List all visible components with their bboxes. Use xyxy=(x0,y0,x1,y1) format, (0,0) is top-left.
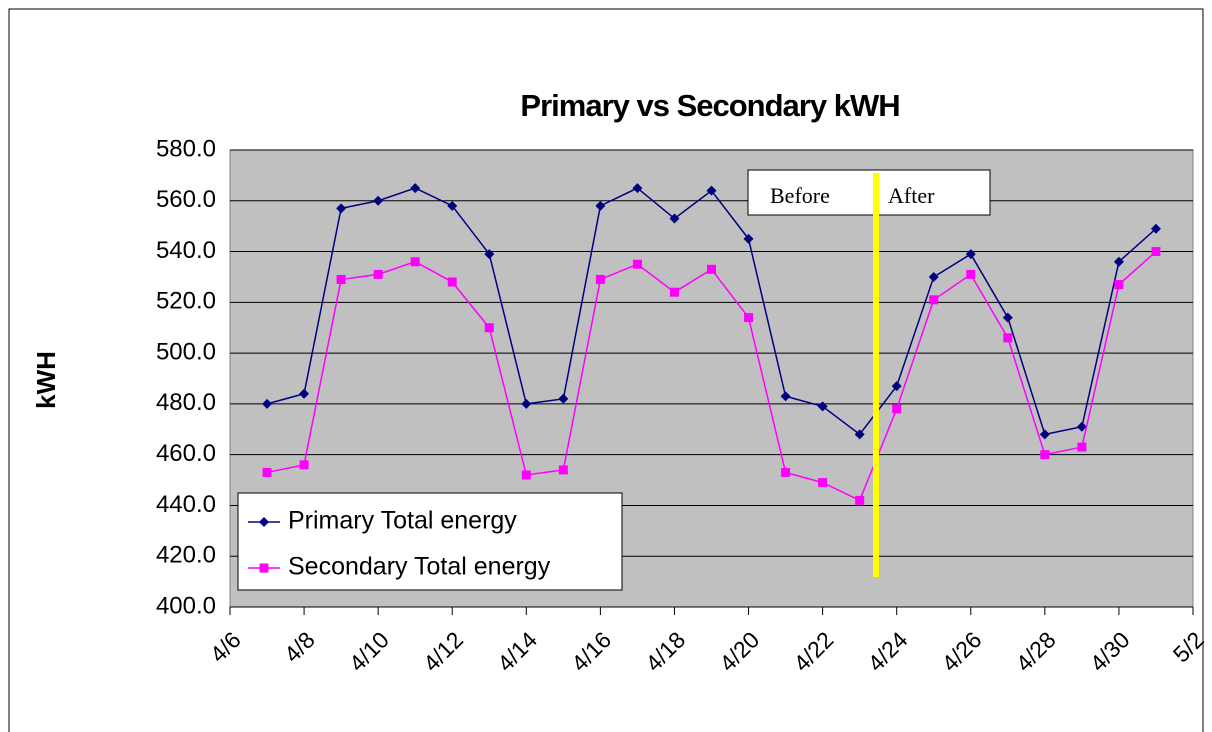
annotation: Before xyxy=(770,183,830,208)
y-tick-label: 400.0 xyxy=(156,592,216,619)
marker xyxy=(1003,333,1013,343)
y-tick-label: 520.0 xyxy=(156,288,216,315)
y-tick-label: 500.0 xyxy=(156,338,216,365)
marker xyxy=(373,269,383,279)
marker xyxy=(299,388,310,399)
y-tick-label: 460.0 xyxy=(156,440,216,467)
marker xyxy=(447,277,457,287)
marker xyxy=(410,257,420,267)
marker xyxy=(410,183,421,194)
annotation: After xyxy=(888,183,935,208)
marker xyxy=(892,404,902,414)
marker xyxy=(706,185,717,196)
marker xyxy=(484,323,494,333)
marker xyxy=(595,200,606,211)
marker xyxy=(632,259,642,269)
marker xyxy=(373,195,384,206)
marker xyxy=(595,274,605,284)
marker xyxy=(262,398,273,409)
legend-label: Primary Total energy xyxy=(288,507,517,535)
marker xyxy=(669,213,680,224)
marker xyxy=(1040,450,1050,460)
marker xyxy=(336,274,346,284)
legend-label: Secondary Total energy xyxy=(288,553,551,581)
annotation-box xyxy=(747,169,991,216)
marker xyxy=(707,264,716,274)
marker xyxy=(484,249,495,260)
y-tick-label: 580.0 xyxy=(156,135,216,162)
marker xyxy=(1002,312,1013,323)
marker xyxy=(929,295,939,305)
legend-marker xyxy=(259,517,269,527)
marker xyxy=(965,249,976,260)
y-tick-label: 560.0 xyxy=(156,186,216,213)
marker xyxy=(558,393,569,404)
legend-box xyxy=(237,492,623,591)
marker xyxy=(336,203,347,214)
legend-marker xyxy=(259,563,269,573)
chart-title: Primary vs Secondary kWH xyxy=(520,88,899,123)
y-tick-label: 420.0 xyxy=(156,542,216,569)
marker xyxy=(669,287,679,297)
marker xyxy=(928,271,939,282)
marker xyxy=(854,429,865,440)
marker xyxy=(780,391,791,402)
marker xyxy=(855,495,865,505)
marker xyxy=(262,467,272,477)
marker xyxy=(743,233,754,244)
marker xyxy=(1151,247,1161,257)
y-tick-label: 540.0 xyxy=(156,237,216,264)
marker xyxy=(1077,442,1087,452)
marker xyxy=(1039,429,1050,440)
marker xyxy=(1150,223,1161,234)
marker xyxy=(521,398,532,409)
marker xyxy=(781,467,791,477)
marker xyxy=(558,465,568,475)
marker xyxy=(966,269,976,279)
marker xyxy=(299,460,309,470)
marker xyxy=(521,470,531,480)
y-axis-label: kWH xyxy=(31,351,61,409)
y-tick-label: 480.0 xyxy=(156,389,216,416)
marker xyxy=(818,478,828,488)
y-tick-label: 440.0 xyxy=(156,491,216,518)
marker xyxy=(817,401,828,412)
marker xyxy=(891,381,902,392)
marker xyxy=(632,183,643,194)
marker xyxy=(447,200,458,211)
marker xyxy=(1114,280,1124,290)
marker xyxy=(1113,256,1124,267)
marker xyxy=(1076,421,1087,432)
marker xyxy=(744,313,754,323)
